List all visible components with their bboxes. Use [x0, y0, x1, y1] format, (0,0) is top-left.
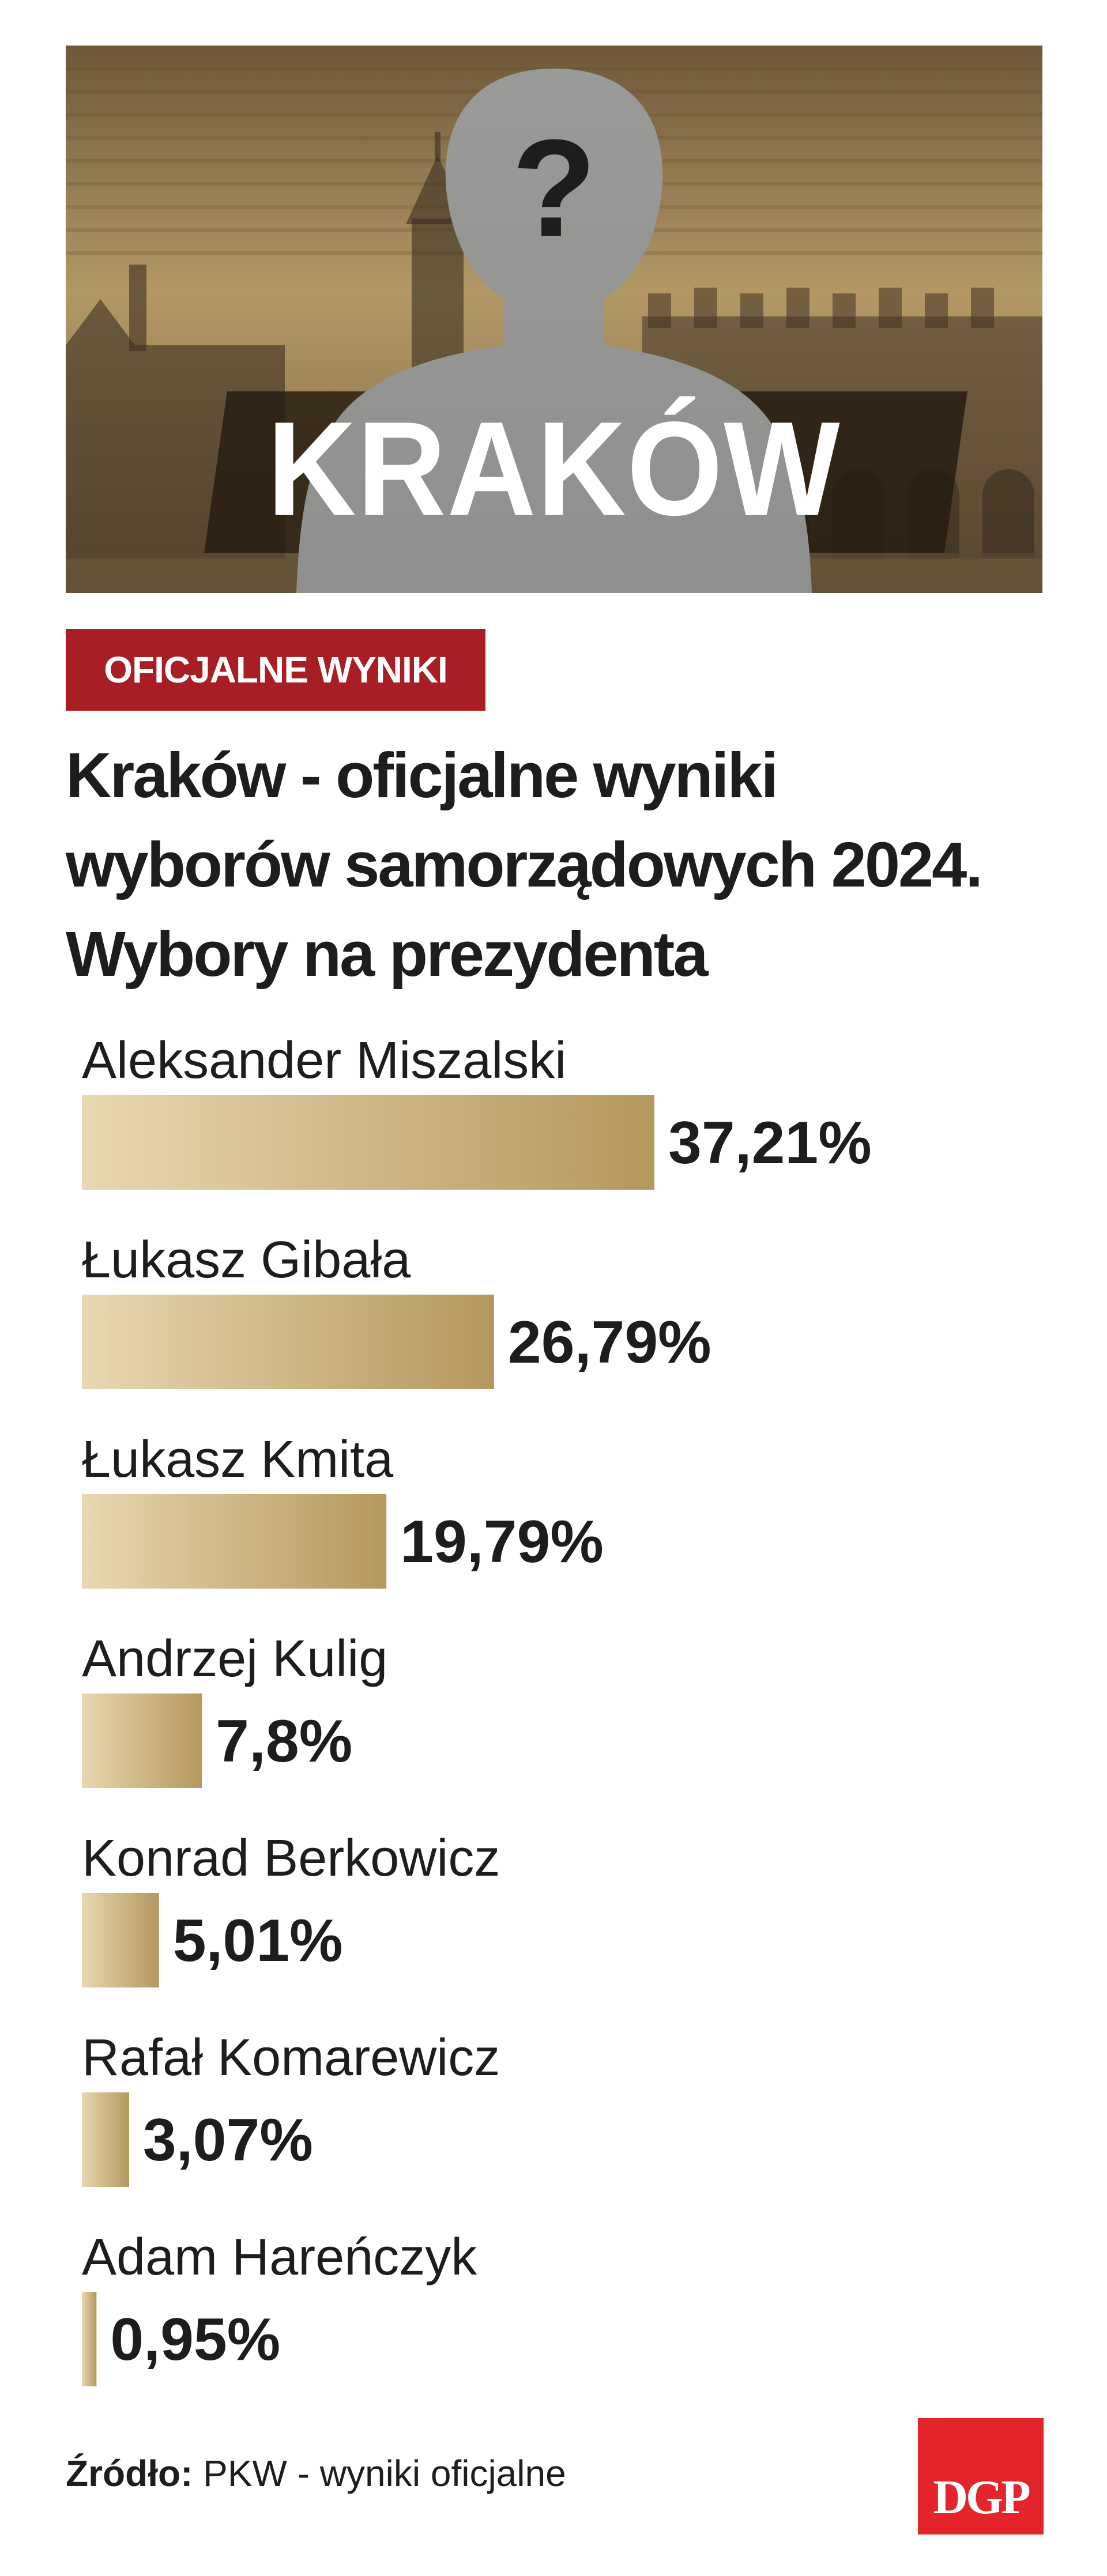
- results-bar-chart: Aleksander Miszalski 37,21% Łukasz Gibała 2…: [82, 1032, 872, 2386]
- hero-title: KRAKÓW: [267, 394, 841, 544]
- result-value-label: 0,95%: [110, 2306, 280, 2373]
- result-bar: [82, 2092, 129, 2187]
- result-value-label: 26,79%: [508, 1309, 711, 1376]
- result-value-label: 5,01%: [173, 1907, 343, 1974]
- title-line-1: Kraków - oficjalne wyniki: [66, 740, 778, 811]
- hero-banner: ? KRAKÓW: [66, 46, 1042, 593]
- result-bar: [82, 2292, 97, 2386]
- dgp-logo: DGP: [918, 2418, 1044, 2534]
- result-value-label: 3,07%: [143, 2107, 313, 2174]
- candidate-name: Konrad Berkowicz: [82, 1830, 500, 1887]
- candidate-name: Łukasz Kmita: [82, 1431, 394, 1488]
- result-value-label: 7,8%: [216, 1708, 352, 1775]
- candidate-name: Rafał Komarewicz: [82, 2029, 500, 2087]
- official-results-badge: OFICJALNE WYNIKI: [66, 629, 485, 711]
- result-value-label: 37,21%: [668, 1110, 872, 1176]
- candidate-name: Aleksander Miszalski: [82, 1032, 566, 1089]
- result-bar: [82, 1694, 202, 1788]
- title-line-3: Wybory na prezydenta: [66, 919, 709, 990]
- result-bar: [82, 1295, 494, 1389]
- dgp-logo-text: DGP: [933, 2471, 1030, 2524]
- source-text: PKW - wyniki oficjalne: [203, 2453, 566, 2494]
- person-silhouette-icon: [296, 69, 812, 593]
- source-note: Źródło: PKW - wyniki oficjalne: [66, 2447, 566, 2499]
- candidate-name: Andrzej Kulig: [82, 1630, 387, 1688]
- result-bar: [82, 1494, 387, 1589]
- page-title: Kraków - oficjalne wyniki wyborów samorz…: [66, 731, 1057, 999]
- candidate-name: Łukasz Gibała: [82, 1231, 411, 1289]
- title-line-2: wyborów samorządowych 2024.: [66, 829, 983, 900]
- result-bar: [82, 1095, 654, 1190]
- result-bar: [82, 1893, 159, 1987]
- candidate-name: Adam Hareńczyk: [82, 2228, 477, 2286]
- source-label: Źródło:: [66, 2453, 193, 2494]
- hero-illustration: ?: [66, 46, 1042, 593]
- result-value-label: 19,79%: [400, 1508, 604, 1575]
- question-mark-icon: ?: [512, 111, 597, 265]
